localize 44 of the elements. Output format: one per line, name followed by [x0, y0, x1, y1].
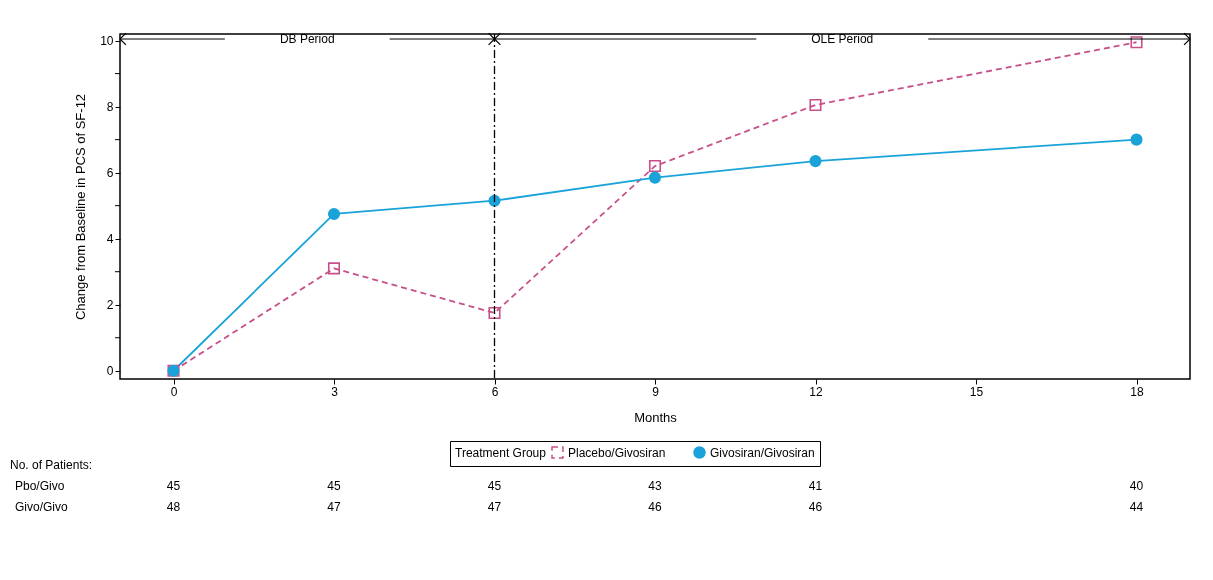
point: [1130, 36, 1143, 49]
x-tick-label: 3: [331, 384, 339, 399]
point: [809, 155, 822, 168]
text: 45: [327, 479, 341, 493]
y-tick-label: 2: [106, 298, 114, 313]
text: 47: [487, 500, 502, 514]
x-tick-label: 15: [969, 384, 984, 399]
y-axis-title: Change from Baseline in PCS of SF-12: [73, 93, 89, 321]
y-tick-label: 10: [100, 34, 114, 49]
legend-title: Treatment Group: [455, 446, 547, 460]
point: [648, 160, 662, 173]
point: [488, 306, 501, 320]
text: Pbo/Givo: [15, 479, 65, 493]
x-tick-label: 0: [170, 384, 178, 399]
x-tick-label: 9: [652, 384, 660, 399]
text: 43: [648, 479, 662, 493]
text: 46: [648, 500, 662, 514]
point: [327, 262, 341, 275]
text: 45: [166, 479, 181, 493]
text: No. of Patients:: [10, 458, 93, 472]
text: 40: [1129, 479, 1144, 493]
legend-label: Placebo/Givosiran: [568, 445, 666, 460]
legend-label: Givosiran/Givosiran: [710, 445, 815, 460]
x-tick-label: 18: [1130, 384, 1144, 399]
text: 44: [1129, 500, 1144, 514]
x-axis-title: Months: [634, 409, 678, 425]
x-tick-label: 12: [809, 384, 823, 399]
y-tick-label: 4: [106, 232, 114, 247]
point: [327, 207, 341, 220]
text: 41: [808, 479, 823, 493]
point: [809, 98, 822, 112]
annotation: DB Period: [279, 32, 335, 46]
point: [1130, 133, 1143, 146]
y-tick-label: 6: [106, 166, 114, 181]
point: [648, 171, 662, 184]
text: Givo/Givo: [15, 500, 69, 514]
x-tick-label: 6: [491, 384, 499, 399]
y-tick-label: 0: [106, 364, 114, 379]
annotation: OLE Period: [811, 32, 874, 46]
text: 45: [487, 479, 502, 493]
text: 46: [808, 500, 823, 514]
text: 47: [327, 500, 341, 514]
text: 48: [166, 500, 181, 514]
y-tick-label: 8: [106, 100, 114, 115]
